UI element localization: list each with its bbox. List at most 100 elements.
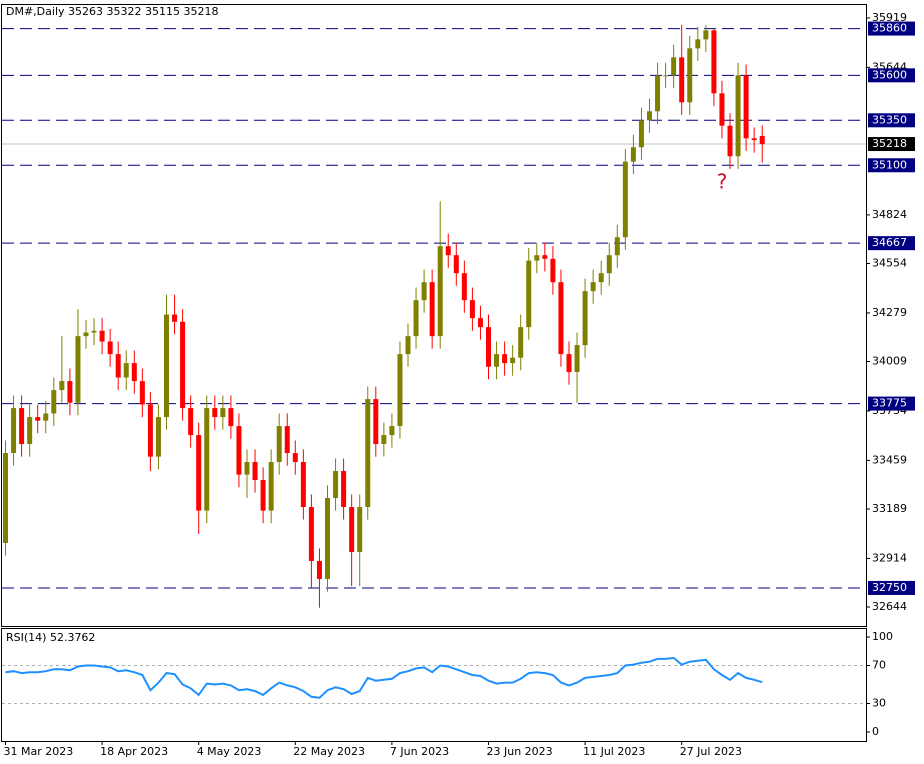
candle-body xyxy=(67,381,73,403)
rsi-y-tick-label: 0 xyxy=(872,725,879,738)
candle-body xyxy=(316,560,322,579)
candle-body xyxy=(357,507,363,552)
candle-body xyxy=(759,135,765,145)
candle-body xyxy=(598,273,604,283)
rsi-line xyxy=(5,656,763,699)
y-tick-label: 34009 xyxy=(872,354,907,367)
candle-body xyxy=(276,426,282,463)
candle-body xyxy=(687,48,693,103)
level-label: 33775 xyxy=(872,397,907,410)
level-box xyxy=(868,236,915,251)
price-pane xyxy=(1,4,867,627)
candle-body xyxy=(647,111,652,121)
current-price-label: 35218 xyxy=(872,137,907,150)
candle-body xyxy=(751,138,757,141)
candle-body xyxy=(172,314,178,322)
candle-body xyxy=(445,246,451,256)
x-tick-label: 23 Jun 2023 xyxy=(487,745,553,758)
level-label: 35100 xyxy=(872,158,907,171)
candle-body xyxy=(622,161,628,238)
candle-body xyxy=(123,363,129,378)
rsi-y-tick-label: 30 xyxy=(872,696,886,709)
x-tick-label: 7 Jun 2023 xyxy=(390,745,449,758)
candle-body xyxy=(51,390,57,414)
candle-body xyxy=(518,327,524,358)
current-price-box xyxy=(868,137,915,152)
candle-body xyxy=(703,30,709,40)
candle-body xyxy=(139,381,145,405)
candle-body xyxy=(268,462,274,511)
candle-body xyxy=(220,408,226,418)
level-box xyxy=(868,580,915,595)
candle-body xyxy=(614,237,620,256)
candle-body xyxy=(3,453,8,543)
level-box xyxy=(868,113,915,128)
candle-body xyxy=(11,408,17,454)
candle-body xyxy=(389,426,395,436)
y-tick-label: 35919 xyxy=(872,11,907,24)
x-tick-label: 22 May 2023 xyxy=(293,745,365,758)
candle-body xyxy=(510,357,516,364)
candle-body xyxy=(405,336,411,355)
candle-body xyxy=(526,260,532,328)
candle-body xyxy=(534,255,540,261)
level-label: 35860 xyxy=(872,22,907,35)
level-label: 32750 xyxy=(872,581,907,594)
candle-body xyxy=(308,507,314,561)
rsi-pane xyxy=(1,628,867,742)
candle-body xyxy=(590,282,596,292)
candle-body xyxy=(99,330,105,342)
level-label: 35600 xyxy=(872,68,907,81)
candle-body xyxy=(59,381,65,391)
candle-body xyxy=(550,258,556,283)
candle-body xyxy=(107,341,113,355)
annotation: ? xyxy=(717,170,728,194)
candle-body xyxy=(655,75,661,112)
candle-body xyxy=(292,453,298,463)
rsi-y-tick-label: 70 xyxy=(872,659,886,672)
candle-body xyxy=(325,498,330,579)
candle-body xyxy=(397,354,403,427)
candle-body xyxy=(188,408,194,436)
candle-body xyxy=(228,408,234,427)
candle-body xyxy=(711,30,717,94)
candle-body xyxy=(477,318,483,328)
candle-body xyxy=(83,332,89,337)
candle-body xyxy=(244,462,250,475)
candle-body xyxy=(35,417,41,421)
candle-body xyxy=(671,57,677,76)
candle-body xyxy=(381,435,387,445)
candle-body xyxy=(461,273,467,301)
candle-body xyxy=(663,75,669,77)
candle-body xyxy=(212,408,218,418)
candle-body xyxy=(719,93,725,126)
candle-body xyxy=(43,413,49,421)
candle-body xyxy=(743,75,749,139)
candle-body xyxy=(373,399,379,445)
level-label: 34667 xyxy=(872,236,907,249)
candle-body xyxy=(606,255,612,274)
candle-body xyxy=(91,330,97,333)
candle-body xyxy=(155,417,161,457)
candle-body xyxy=(574,345,580,373)
candle-body xyxy=(349,507,355,552)
candle-body xyxy=(421,282,427,301)
candle-body xyxy=(486,327,491,367)
candle-body xyxy=(365,399,371,508)
candle-body xyxy=(300,462,306,508)
level-label: 35350 xyxy=(872,113,907,126)
candle-body xyxy=(630,147,636,162)
x-tick-label: 18 Apr 2023 xyxy=(100,745,168,758)
candle-body xyxy=(164,314,169,418)
candle-body xyxy=(147,404,153,457)
candle-body xyxy=(341,471,347,508)
candle-body xyxy=(558,282,564,355)
candle-body xyxy=(735,75,741,157)
rsi-y-tick-label: 100 xyxy=(872,630,893,643)
x-tick-label: 27 Jul 2023 xyxy=(680,745,742,758)
candle-body xyxy=(453,255,459,274)
candle-body xyxy=(494,354,500,367)
candle-body xyxy=(75,336,81,403)
